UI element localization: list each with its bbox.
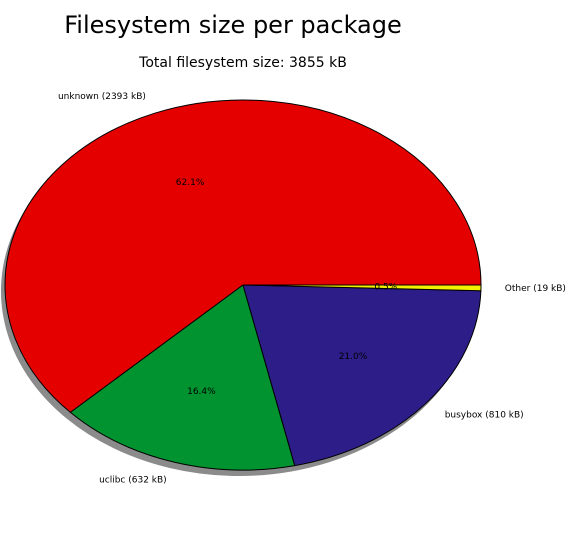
pie-percent-label-other: 0.5% <box>374 283 397 293</box>
pie-percent-label-busybox: 21.0% <box>339 352 368 362</box>
pie-slice-busybox <box>242 284 482 467</box>
pie-slice-uclibc <box>69 284 296 471</box>
chart-subtitle: Total filesystem size: 3855 kB <box>138 55 347 71</box>
pie-percent-label-unknown: 62.1% <box>176 178 205 188</box>
pie-percent-label-uclibc: 16.4% <box>187 387 216 397</box>
pie-slice-label-other: Other (19 kB) <box>505 284 566 294</box>
chart-title: Filesystem size per package <box>64 11 402 39</box>
pie-slice-unknown <box>4 99 482 413</box>
pie-slices <box>4 99 482 471</box>
pie-slice-label-busybox: busybox (810 kB) <box>445 411 524 421</box>
pie-labels: 62.1% unknown (2393 kB) 16.4% uclibc (632 k… <box>58 92 566 486</box>
pie-slice-label-uclibc: uclibc (632 kB) <box>99 476 167 486</box>
pie-slice-other <box>242 284 482 292</box>
pie-slice-label-unknown: unknown (2393 kB) <box>58 92 146 102</box>
